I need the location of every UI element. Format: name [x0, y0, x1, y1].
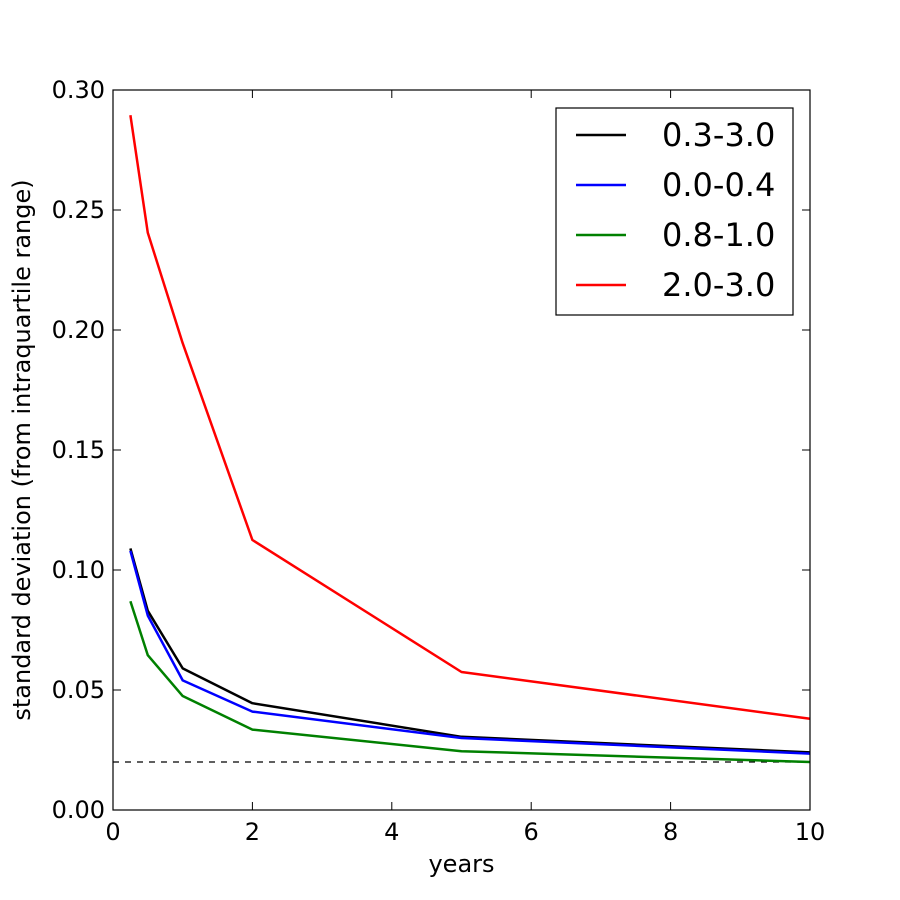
- x-tick-label: 6: [524, 818, 539, 846]
- y-tick-label: 0.20: [52, 316, 105, 344]
- y-tick-label: 0.10: [52, 556, 105, 584]
- series-line-1: [129, 550, 811, 755]
- series-line-3: [129, 115, 811, 721]
- legend-box: [555, 107, 794, 316]
- legend-label-0: 0.3-3.0: [662, 116, 775, 154]
- y-tick-label: 0.25: [52, 196, 105, 224]
- series-line-0: [129, 548, 811, 754]
- y-axis-title: standard deviation (from intraquartile r…: [8, 179, 36, 720]
- x-tick-label: 4: [384, 818, 399, 846]
- legend: 0.3-3.0 0.0-0.4 0.8-1.0 2.0-3.0: [555, 107, 794, 316]
- x-axis-title: years: [428, 850, 494, 878]
- y-tick-label: 0.00: [52, 796, 105, 824]
- y-tick-label: 0.30: [52, 76, 105, 104]
- y-tick-label: 0.15: [52, 436, 105, 464]
- legend-label-3: 2.0-3.0: [662, 266, 775, 304]
- x-tick-label: 0: [105, 818, 120, 846]
- legend-label-2: 0.8-1.0: [662, 216, 775, 254]
- x-tick-label: 2: [245, 818, 260, 846]
- x-tick-label: 8: [663, 818, 678, 846]
- legend-label-1: 0.0-0.4: [662, 166, 775, 204]
- series-line-2: [129, 600, 811, 764]
- y-tick-label: 0.05: [52, 676, 105, 704]
- x-tick-label: 10: [795, 818, 826, 846]
